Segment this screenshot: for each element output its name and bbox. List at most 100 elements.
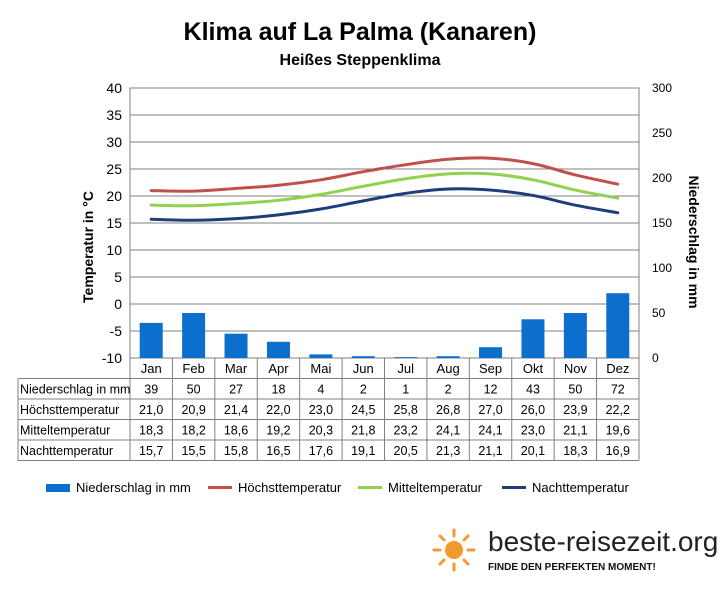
sun-icon (432, 528, 476, 572)
x-tick-label: Jan (141, 361, 162, 376)
x-tick-label: Nov (564, 361, 588, 376)
y-tick-label-left: 5 (114, 269, 122, 285)
table-cell: 21,0 (139, 403, 163, 417)
table-row-label: Mitteltemperatur (20, 424, 110, 438)
y-tick-label-right: 50 (652, 306, 666, 320)
x-tick-label: Sep (479, 361, 502, 376)
table-row-label: Niederschlag in mm (20, 383, 130, 397)
table-cell: 16,5 (266, 444, 290, 458)
table-cell: 22,0 (266, 403, 290, 417)
series-line (149, 156, 620, 193)
x-tick-label: Mar (225, 361, 248, 376)
table-cell: 15,8 (224, 444, 248, 458)
y-tick-label-left: -5 (110, 323, 123, 339)
chart-title: Klima auf La Palma (Kanaren) (183, 18, 537, 46)
bar (436, 356, 460, 358)
y-tick-label-left: 20 (106, 188, 122, 204)
table-cell: 21,3 (436, 444, 460, 458)
table-cell: 25,8 (394, 403, 418, 417)
x-tick-label: Jul (397, 361, 414, 376)
table-cell: 18 (272, 383, 286, 397)
table-cell: 18,2 (181, 424, 205, 438)
table-cell: 19,1 (351, 444, 375, 458)
table-cell: 19,2 (266, 424, 290, 438)
legend-label: Höchsttemperatur (238, 480, 342, 495)
y-tick-label-right: 300 (652, 81, 672, 95)
y-tick-label-left: -10 (102, 350, 122, 366)
y-tick-label-left: 15 (106, 215, 122, 231)
x-tick-label: Aug (437, 361, 460, 376)
table-cell: 21,1 (563, 424, 587, 438)
series-line (149, 171, 620, 208)
table-cell: 24,1 (436, 424, 460, 438)
bar (606, 293, 630, 358)
y-axis-left-label: Temperatur in °C (80, 191, 96, 303)
x-tick-label: Dez (606, 361, 629, 376)
bar (351, 356, 375, 358)
y-tick-label-left: 25 (106, 161, 122, 177)
table-cell: 17,6 (309, 444, 333, 458)
table-cell: 72 (611, 383, 625, 397)
legend-item-nacht: Nachttemperatur (502, 480, 629, 495)
table-cell: 21,1 (478, 444, 502, 458)
bar (139, 322, 163, 358)
legend-item-mittel: Mitteltemperatur (358, 480, 482, 495)
table-cell: 20,1 (521, 444, 545, 458)
table-cell: 22,2 (606, 403, 630, 417)
brand-tagline: FINDE DEN PERFEKTEN MOMENT! (488, 562, 656, 573)
bar (521, 319, 545, 358)
chart-subtitle: Heißes Steppenklima (279, 52, 441, 69)
table-cell: 15,7 (139, 444, 163, 458)
y-tick-label-right: 200 (652, 171, 672, 185)
legend-label: Nachttemperatur (532, 480, 629, 495)
x-tick-label: Feb (182, 361, 204, 376)
legend-swatch-line (208, 486, 232, 489)
bar (182, 313, 206, 358)
y-tick-label-right: 100 (652, 261, 672, 275)
table-cell: 24,5 (351, 403, 375, 417)
y-tick-label-right: 150 (652, 216, 672, 230)
x-tick-label: Jun (353, 361, 374, 376)
table-cell: 23,2 (394, 424, 418, 438)
table-cell: 39 (144, 383, 158, 397)
legend-item-niederschlag: Niederschlag in mm (46, 480, 191, 495)
table-cell: 18,6 (224, 424, 248, 438)
y-tick-label-left: 35 (106, 107, 122, 123)
table-cell: 27,0 (478, 403, 502, 417)
legend-swatch-bar (46, 483, 70, 492)
table-cell: 20,5 (394, 444, 418, 458)
y-tick-label-left: 40 (106, 80, 122, 96)
bar (224, 333, 248, 358)
table-row-label: Nachttemperatur (20, 444, 113, 458)
legend-swatch-line (502, 486, 526, 489)
y-tick-label-left: 0 (114, 296, 122, 312)
table-cell: 18,3 (139, 424, 163, 438)
table-cell: 27 (229, 383, 243, 397)
bar (309, 354, 333, 358)
table-cell: 24,1 (478, 424, 502, 438)
table-cell: 19,6 (606, 424, 630, 438)
table-cell: 50 (187, 383, 201, 397)
legend-swatch-line (358, 486, 382, 489)
table-cell: 20,3 (309, 424, 333, 438)
table-cell: 21,8 (351, 424, 375, 438)
table-cell: 2 (360, 383, 367, 397)
table-cell: 12 (484, 383, 498, 397)
bar (266, 341, 290, 358)
table-cell: 4 (317, 383, 324, 397)
legend-label: Niederschlag in mm (76, 480, 191, 495)
table-cell: 50 (568, 383, 582, 397)
table-cell: 16,9 (606, 444, 630, 458)
table-cell: 18,3 (563, 444, 587, 458)
brand-logo[interactable]: beste-reisezeit.org FINDE DEN PERFEKTEN … (430, 522, 720, 586)
table-cell: 26,8 (436, 403, 460, 417)
legend-item-hoechst: Höchsttemperatur (208, 480, 341, 495)
y-tick-label-left: 30 (106, 134, 122, 150)
table-cell: 23,9 (563, 403, 587, 417)
y-tick-label-right: 250 (652, 126, 672, 140)
table-cell: 15,5 (181, 444, 205, 458)
legend-label: Mitteltemperatur (388, 480, 482, 495)
y-axis-right-label: Niederschlag in mm (686, 175, 702, 309)
table-cell: 43 (526, 383, 540, 397)
